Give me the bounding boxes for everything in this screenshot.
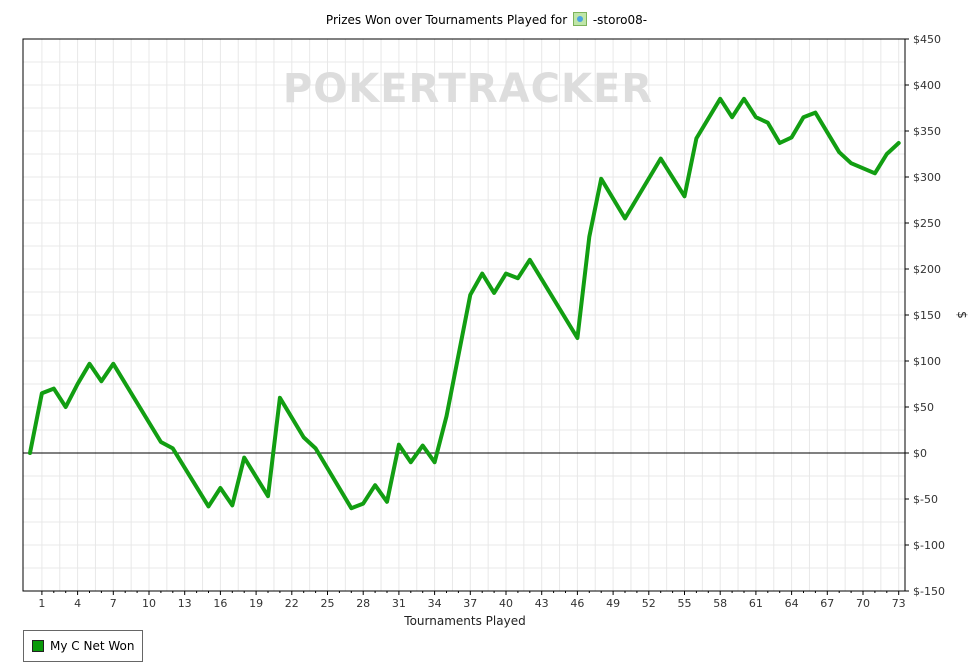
x-tick-label: 1 (38, 597, 45, 610)
y-tick-label: $-100 (913, 539, 945, 552)
chart-title-player: -storo08- (592, 13, 648, 27)
x-tick-label: 13 (178, 597, 192, 610)
y-tick-label: $250 (913, 217, 941, 230)
y-tick-label: $450 (913, 33, 941, 46)
x-tick-label: 46 (570, 597, 584, 610)
chart-title-prefix: Prizes Won over Tournaments Played for (325, 13, 568, 27)
x-tick-label: 61 (749, 597, 763, 610)
x-tick-label: 16 (213, 597, 227, 610)
x-axis: 1 4 7 10 13 16 19 22 25 28 31 34 37 40 43 46 49 52 55 58 61 6… (38, 591, 906, 610)
x-tick-label: 22 (285, 597, 299, 610)
legend: My C Net Won (23, 630, 144, 662)
x-tick-label: 31 (392, 597, 406, 610)
x-tick-label: 73 (892, 597, 906, 610)
y-tick-label: $200 (913, 263, 941, 276)
series-line-my-c-net-won (28, 96, 901, 511)
x-tick-label: 34 (428, 597, 442, 610)
x-tick-label: 55 (678, 597, 692, 610)
x-tick-label: 25 (321, 597, 335, 610)
x-tick-label: 70 (856, 597, 870, 610)
y-tick-label: $100 (913, 355, 941, 368)
x-tick-label: 49 (606, 597, 620, 610)
legend-swatch (32, 640, 44, 652)
x-tick-label: 67 (820, 597, 834, 610)
x-tick-label: 7 (110, 597, 117, 610)
y-tick-label: $50 (913, 401, 934, 414)
y-axis: $450 $400 $350 $300 $250 $200 $150 $100 $50 $0 $-5… (905, 33, 945, 598)
y-tick-label: $-150 (913, 585, 945, 598)
chart-title: Prizes Won over Tournaments Played for -… (0, 12, 973, 27)
series-group (28, 96, 901, 511)
x-tick-label: 4 (74, 597, 81, 610)
x-tick-label: 19 (249, 597, 263, 610)
watermark-logo: POKERTRACKER (283, 66, 653, 112)
y-tick-label: $-50 (913, 493, 938, 506)
x-tick-label: 28 (356, 597, 370, 610)
x-tick-label: 52 (642, 597, 656, 610)
y-axis-label: $ (955, 311, 969, 319)
grid-lines (23, 38, 905, 592)
x-axis-label: Tournaments Played (403, 614, 525, 628)
y-tick-label: $0 (913, 447, 927, 460)
legend-label: My C Net Won (50, 639, 135, 653)
y-tick-label: $350 (913, 125, 941, 138)
x-tick-label: 43 (535, 597, 549, 610)
x-tick-label: 37 (463, 597, 477, 610)
x-tick-label: 58 (713, 597, 727, 610)
x-tick-label: 40 (499, 597, 513, 610)
y-tick-label: $150 (913, 309, 941, 322)
y-tick-label: $300 (913, 171, 941, 184)
y-tick-label: $400 (913, 79, 941, 92)
x-tick-label: 10 (142, 597, 156, 610)
x-tick-label: 64 (785, 597, 799, 610)
player-site-icon (573, 12, 587, 26)
